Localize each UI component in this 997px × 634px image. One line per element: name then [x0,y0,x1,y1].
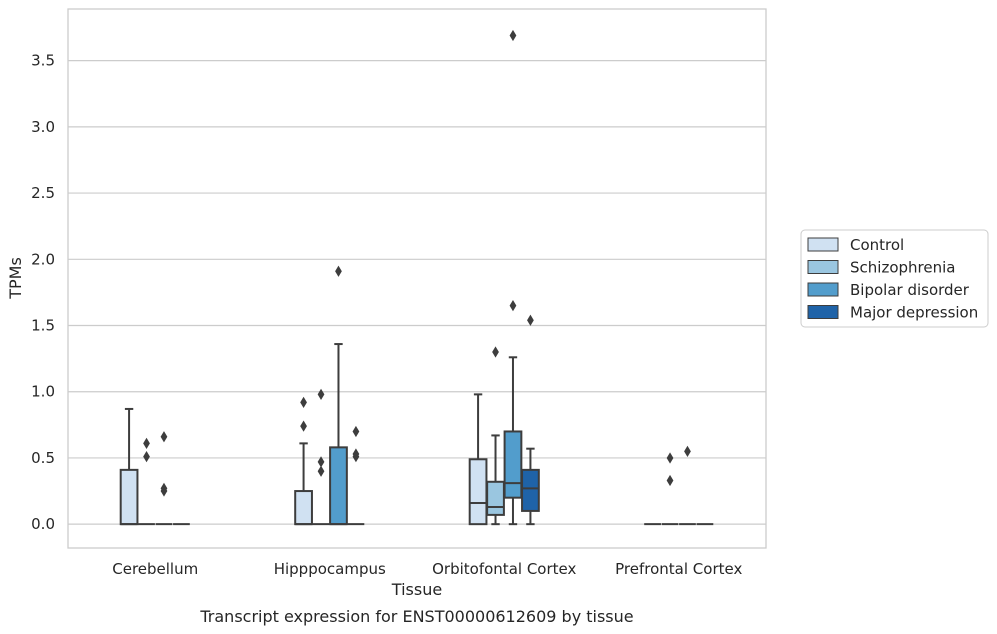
y-tick-label: 1.5 [31,317,55,335]
outlier-point [317,388,325,401]
x-tick-label: Prefrontal Cortex [615,560,742,578]
outlier-point [317,456,325,468]
outlier-point [143,450,150,463]
x-tick-label: Hipppocampus [274,560,386,578]
y-tick-label: 0.5 [31,449,55,467]
box-plot-marks [119,29,714,526]
outlier-point [666,474,674,487]
outlier-point [666,452,674,464]
y-tick-label: 3.5 [31,52,55,70]
box-iqr [521,468,540,512]
box-schizophrenia [138,437,155,526]
box-major-depression [347,425,365,526]
y-tick-labels: 0.0 0.5 1.0 1.5 2.0 2.5 3.0 3.5 [31,52,55,534]
box-control [119,407,139,526]
box-iqr [486,480,505,516]
outlier-point [492,346,499,358]
box-schizophrenia [486,346,505,526]
x-axis-label: Tissue [391,580,442,599]
legend-frame [800,229,989,328]
legend-swatch [807,237,839,252]
outlier-point [160,482,168,495]
box-iqr [329,446,348,526]
outlier-point [335,265,342,277]
legend-swatch [807,260,839,274]
outlier-point [352,448,360,460]
outlier-point [509,29,517,42]
legend-label: Control [850,236,904,254]
y-gridlines [68,60,766,525]
outlier-point [352,425,360,438]
plot-frame [67,8,767,549]
x-tick-label: Cerebellum [112,560,198,578]
legend-label: Schizophrenia [850,259,955,277]
outlier-point [527,314,534,326]
outlier-point [509,300,517,312]
box-iqr [468,458,488,526]
outlier-point [300,396,307,408]
outlier-point [143,437,150,450]
y-tick-label: 3.0 [31,118,55,136]
legend-swatch [807,305,839,319]
box-bipolar-disorder [155,431,173,526]
legend-label: Major depression [850,304,978,322]
box-control [468,393,488,526]
box-control [294,396,313,526]
box-iqr [294,490,313,526]
outlier-point [317,465,325,477]
outlier-point [684,445,691,457]
y-tick-label: 1.0 [31,383,55,401]
box-bipolar-disorder [503,29,523,526]
chart-title: Transcript expression for ENST0000061260… [199,607,633,626]
box-iqr [119,468,139,526]
x-tick-labels: Cerebellum Hipppocampus Orbitofontal Corte… [112,560,742,578]
legend-swatch [807,282,839,297]
legend-label: Bipolar disorder [850,281,970,299]
y-tick-label: 2.0 [31,250,55,268]
legend: Control Schizophrenia Bipolar disorder Majo… [800,229,989,328]
outlier-point [160,431,168,443]
box-iqr [503,430,523,499]
outlier-point [300,420,307,432]
x-tick-label: Orbitofontal Cortex [432,560,576,578]
box-schizophrenia [661,452,679,526]
y-tick-label: 0.0 [31,515,55,533]
box-bipolar-disorder [329,265,348,526]
box-major-depression [521,314,540,526]
box-bipolar-disorder [679,445,696,526]
y-tick-label: 2.5 [31,184,55,202]
box-schizophrenia [312,388,330,526]
y-axis-label: TPMs [6,257,25,300]
